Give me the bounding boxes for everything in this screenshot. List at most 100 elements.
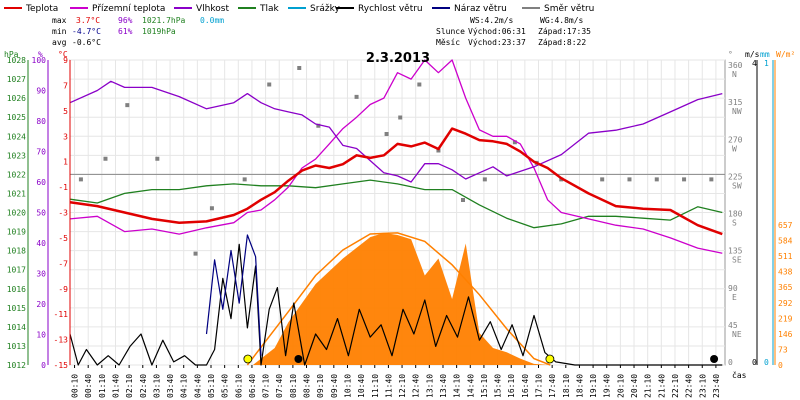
x-tick-label: 15:40 [494, 374, 503, 398]
tick-pressure: 1021 [7, 189, 26, 198]
tick-temperature: -7 [58, 259, 68, 268]
tick-pressure: 1028 [7, 56, 26, 65]
stat-avg-label: avg [52, 38, 67, 47]
x-tick-label: 13:10 [425, 374, 434, 398]
legend-label: Teplota [25, 4, 58, 14]
x-tick-label: 12:10 [398, 374, 407, 398]
axes: 1028102710261025102410231022102110201019… [7, 56, 793, 370]
x-tick-label: 20:10 [616, 374, 625, 398]
x-tick-label: 21:10 [644, 374, 653, 398]
x-tick-label: 12:40 [412, 374, 421, 398]
tick-temperature: 9 [63, 56, 68, 65]
sun-set: Západ:17:35 [538, 27, 591, 36]
series-line [69, 243, 723, 366]
tick-radiation: 73 [778, 345, 788, 354]
tick-humidity: 80 [36, 117, 46, 126]
tick-pressure: 1023 [7, 151, 26, 160]
series-line [69, 59, 723, 254]
legend-item: Vlhkost [174, 4, 229, 14]
wind-dir-point [78, 177, 83, 182]
tick-radiation: 438 [778, 268, 793, 277]
x-tick-label: 22:40 [685, 374, 694, 398]
x-axis-unit: čas [732, 370, 747, 380]
x-tick-label: 01:40 [111, 374, 120, 398]
sun-label: Slunce [436, 27, 465, 36]
tick-temperature: -11 [54, 310, 69, 319]
tick-humidity: 100 [32, 56, 47, 65]
unit-degc: °C [58, 50, 68, 59]
x-tick-label: 05:10 [207, 374, 216, 398]
wind-dir-point [267, 82, 272, 87]
x-tick-label: 04:40 [193, 374, 202, 398]
x-tick-label: 06:40 [248, 374, 257, 398]
series-lines [69, 59, 723, 366]
x-tick-label: 07:10 [262, 374, 271, 398]
x-tick-label: 04:10 [180, 374, 189, 398]
tick-humidity: 30 [36, 270, 46, 279]
x-tick-label: 03:40 [166, 374, 175, 398]
unit-ms: m/s [745, 50, 760, 59]
tick-wind-dir: 180 [728, 210, 743, 219]
x-tick-label: 16:40 [521, 374, 530, 398]
x-tick-label: 11:40 [384, 374, 393, 398]
tick-pressure: 1012 [7, 361, 26, 370]
tick-pressure: 1026 [7, 94, 26, 103]
unit-pct: % [38, 50, 43, 59]
tick-humidity: 90 [36, 87, 46, 96]
x-tick-label: 05:40 [221, 374, 230, 398]
tick-wind-dir: 135 [728, 247, 743, 256]
wind-dir-point [398, 115, 403, 120]
x-tick-label: 03:10 [152, 374, 161, 398]
stat-min-label: min [52, 27, 67, 36]
tick-pressure: 1017 [7, 266, 26, 275]
tick-wind-dir: 0 [728, 358, 733, 367]
x-tick-label: 10:10 [343, 374, 352, 398]
tick-wind-dir-name: S [732, 219, 737, 228]
x-tick-label: 10:40 [357, 374, 366, 398]
tick-wind-dir-name: W [732, 144, 737, 153]
stat-min-hum: 61% [118, 27, 133, 36]
tick-wind-dir-name: SW [732, 181, 742, 190]
tick-pressure: 1015 [7, 304, 26, 313]
tick-humidity: 20 [36, 300, 46, 309]
tick-temperature: -3 [58, 209, 68, 218]
unit-mm: mm [760, 50, 770, 59]
sunset-marker [545, 354, 555, 364]
wind-dir-point [297, 66, 302, 70]
tick-temperature: -9 [58, 285, 68, 294]
x-tick-label: 17:40 [548, 374, 557, 398]
wind-dir-point [512, 140, 517, 145]
tick-wind-dir: 90 [728, 284, 738, 293]
tick-humidity: 40 [36, 239, 46, 248]
legend-item: Srážky [288, 4, 341, 14]
tick-pressure: 1024 [7, 132, 26, 141]
wind-dir-point [242, 177, 247, 182]
tick-wind-dir-name: NW [732, 107, 742, 116]
x-tick-label: 13:40 [439, 374, 448, 398]
tick-pressure: 1025 [7, 113, 26, 122]
tick-temperature: -13 [54, 336, 69, 345]
legend-item: Tlak [238, 4, 280, 14]
x-tick-label: 19:10 [589, 374, 598, 398]
tick-pressure: 1020 [7, 209, 26, 218]
tick-humidity: 60 [36, 178, 46, 187]
wg-text: WG:4.8m/s [540, 16, 584, 25]
grid [70, 59, 725, 366]
x-tick-label: 08:40 [303, 374, 312, 398]
tick-wind-max: 4 [752, 59, 757, 68]
tick-radiation: 511 [778, 252, 793, 261]
x-tick-label: 16:10 [507, 374, 516, 398]
sun-rise: Východ:06:31 [468, 27, 526, 36]
legend-item: Rychlost větru [336, 4, 423, 14]
ws-text: WS:4.2m/s [470, 16, 514, 25]
x-tick-label: 15:10 [480, 374, 489, 398]
stat-max-press: 1021.7hPa [142, 16, 186, 25]
tick-wind-dir: 360 [728, 61, 743, 70]
tick-pressure: 1016 [7, 285, 26, 294]
moon-set: Západ:8:22 [538, 38, 586, 47]
x-tick-label: 18:10 [562, 374, 571, 398]
series-line [69, 80, 723, 183]
wind-dir-point [155, 156, 160, 161]
tick-pressure: 1022 [7, 170, 26, 179]
